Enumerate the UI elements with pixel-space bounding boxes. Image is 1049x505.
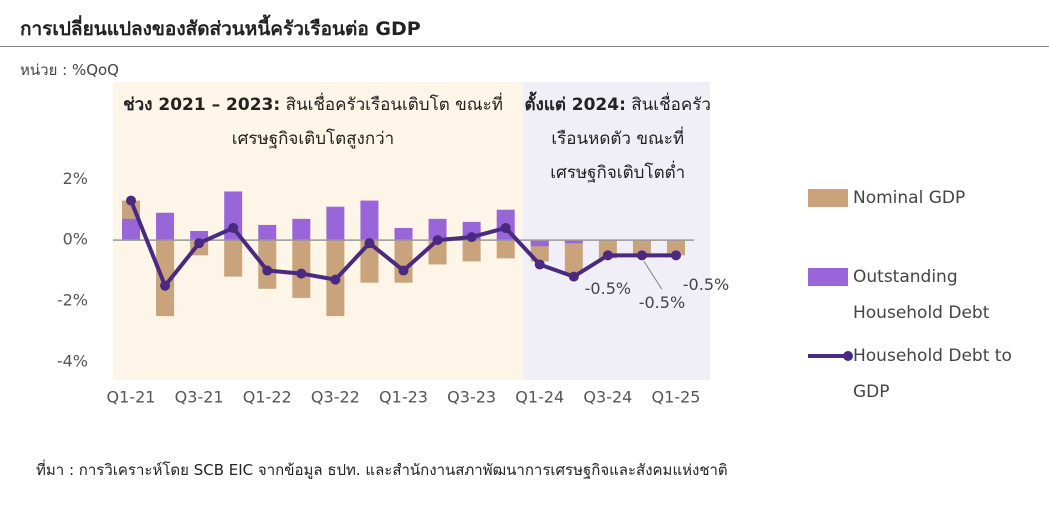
marker [364,238,375,249]
y-tick-label: -4% [57,351,88,370]
bar [258,224,277,241]
leader-line [643,261,663,290]
marker [398,265,409,276]
marker [330,274,341,285]
x-tick-label: Q3-22 [311,388,360,407]
x-tick-label: Q3-24 [583,388,632,407]
unit: หน่วย : %QoQ [20,61,119,79]
bar [530,240,549,247]
marker [296,268,307,279]
x-tick-label: Q3-21 [175,388,224,407]
x-tick-label: Q1-21 [107,388,156,407]
bar [190,231,209,241]
legend-label: Outstanding Household Debt [853,267,990,323]
bar [394,240,413,283]
bar [462,240,481,262]
bar [564,240,583,244]
bar [122,218,140,241]
marker [262,265,273,276]
annotation: ตั้งแต่ 2024: สินเชื่อครัวเรือนหดตัว ขณะ… [523,88,713,190]
x-tick-label: Q1-25 [652,388,701,407]
source: ที่มา : การวิเคราะห์โดย SCB EIC จากข้อมู… [36,461,728,479]
bar [394,227,413,241]
value-label: -0.5% [683,275,729,294]
marker [602,250,613,261]
legend-label: Household Debt to GDP [853,346,1012,402]
x-tick-label: Q1-24 [515,388,564,407]
marker [466,232,477,243]
legend-swatch [808,189,848,207]
bar [258,240,277,289]
legend-swatch [808,268,848,286]
bar [564,240,583,274]
annotation-text: สินเชื่อครัวเรือนเติบโต ขณะที่เศรษฐกิจเต… [231,95,503,149]
marker [671,250,681,261]
x-tick-label: Q3-23 [447,388,496,407]
period-2021-2023 [113,82,523,380]
annotation-heading: ตั้งแต่ 2024: [524,95,626,115]
legend-label: Nominal GDP [853,188,966,208]
bar [667,240,685,256]
bar [360,200,379,241]
legend-swatch-marker [843,351,853,361]
marker [500,222,511,233]
marker [636,250,647,261]
marker [160,280,171,291]
annotation: ช่วง 2021 – 2023: สินเชื่อครัวเรือนเติบโ… [113,88,513,156]
marker [568,271,579,282]
bar [632,240,651,256]
marker [534,259,545,270]
y-tick-label: 2% [63,169,88,188]
marker [126,195,136,206]
bar [156,212,175,241]
annotation-text: สินเชื่อครัวเรือนหดตัว ขณะที่เศรษฐกิจเติ… [550,95,711,183]
y-tick-label: 0% [63,230,88,249]
period-2024 [522,82,710,380]
annotation-heading: ช่วง 2021 – 2023: [123,95,281,115]
value-label: -0.5% [585,279,631,298]
bar [224,240,243,277]
bar [326,206,345,241]
marker [194,238,205,249]
x-tick-label: Q1-22 [243,388,292,407]
marker [228,222,239,233]
y-tick-label: -2% [57,290,88,309]
title-rule [0,46,1049,47]
bar [156,240,175,317]
bar [292,218,311,241]
title: การเปลี่ยนแปลงของสัดส่วนหนี้ครัวเรือนต่อ… [20,18,421,40]
bar [496,240,515,259]
bar [428,218,447,241]
marker [432,235,443,246]
value-label: -0.5% [639,293,685,312]
x-tick-label: Q1-23 [379,388,428,407]
